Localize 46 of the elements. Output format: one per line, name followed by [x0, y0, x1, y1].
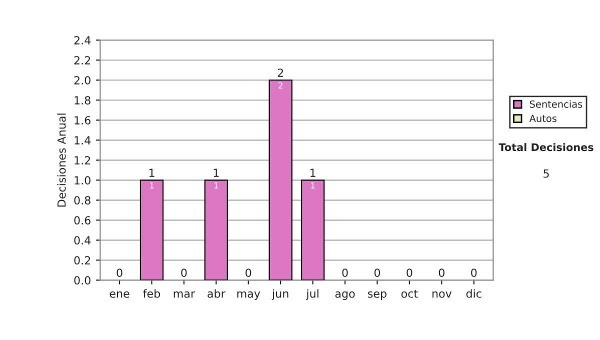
y-tick-label: 0.8 — [74, 196, 90, 205]
x-tick-label: jul — [306, 289, 318, 300]
y-tick-label: 0.0 — [74, 276, 90, 285]
data-label: 1 — [150, 182, 154, 188]
y-tick-label: 0.2 — [74, 256, 90, 265]
y-tick-label: 1.0 — [74, 176, 90, 185]
x-tick-label: feb — [143, 289, 160, 298]
text: Total Decisiones — [498, 143, 594, 152]
total-label: 1 — [310, 168, 316, 177]
x-tick-label: nov — [432, 291, 452, 298]
total-label: 1 — [149, 168, 154, 177]
total-label: 0 — [406, 268, 412, 278]
total-label: 0 — [342, 268, 348, 278]
y-tick-label: 0.6 — [74, 216, 90, 225]
y-tick-label: 1.8 — [74, 96, 90, 105]
y-tick-label: 1.4 — [74, 136, 91, 144]
data-label: 1 — [311, 182, 315, 188]
x-tick-label: ago — [335, 291, 355, 300]
total-label: 0 — [181, 268, 187, 278]
y-tick-label: 1.2 — [74, 156, 90, 164]
total-label: 0 — [374, 268, 380, 278]
x-tick-label: dic — [466, 289, 482, 298]
total-label: 0 — [471, 268, 477, 278]
total-label: 0 — [438, 268, 444, 278]
total-label: 1 — [214, 168, 219, 177]
y-tick-label: 2.2 — [74, 56, 90, 64]
total-label: 0 — [116, 268, 122, 278]
y-tick-label: 1.6 — [74, 116, 90, 125]
x-tick-label: ene — [110, 291, 130, 298]
legend-label: Sentencias — [530, 100, 582, 108]
y-tick-label: 2.0 — [74, 76, 90, 85]
x-tick-label: jun — [272, 289, 288, 300]
text: 5 — [544, 170, 549, 178]
y-axis-title: Decisiones Anual — [57, 114, 66, 207]
x-tick-label: oct — [401, 290, 418, 298]
total-label: 0 — [246, 268, 252, 278]
x-tick-label: abr — [208, 289, 226, 298]
x-tick-label: mar — [174, 291, 196, 298]
y-tick-label: 2.4 — [74, 36, 91, 44]
total-label: 2 — [278, 68, 284, 77]
x-tick-label: sep — [368, 291, 386, 300]
data-label: 2 — [278, 82, 282, 88]
data-label: 1 — [214, 182, 218, 188]
legend-label: Autos — [529, 114, 556, 122]
y-tick-label: 0.4 — [74, 236, 91, 245]
x-tick-label: may — [237, 291, 260, 300]
